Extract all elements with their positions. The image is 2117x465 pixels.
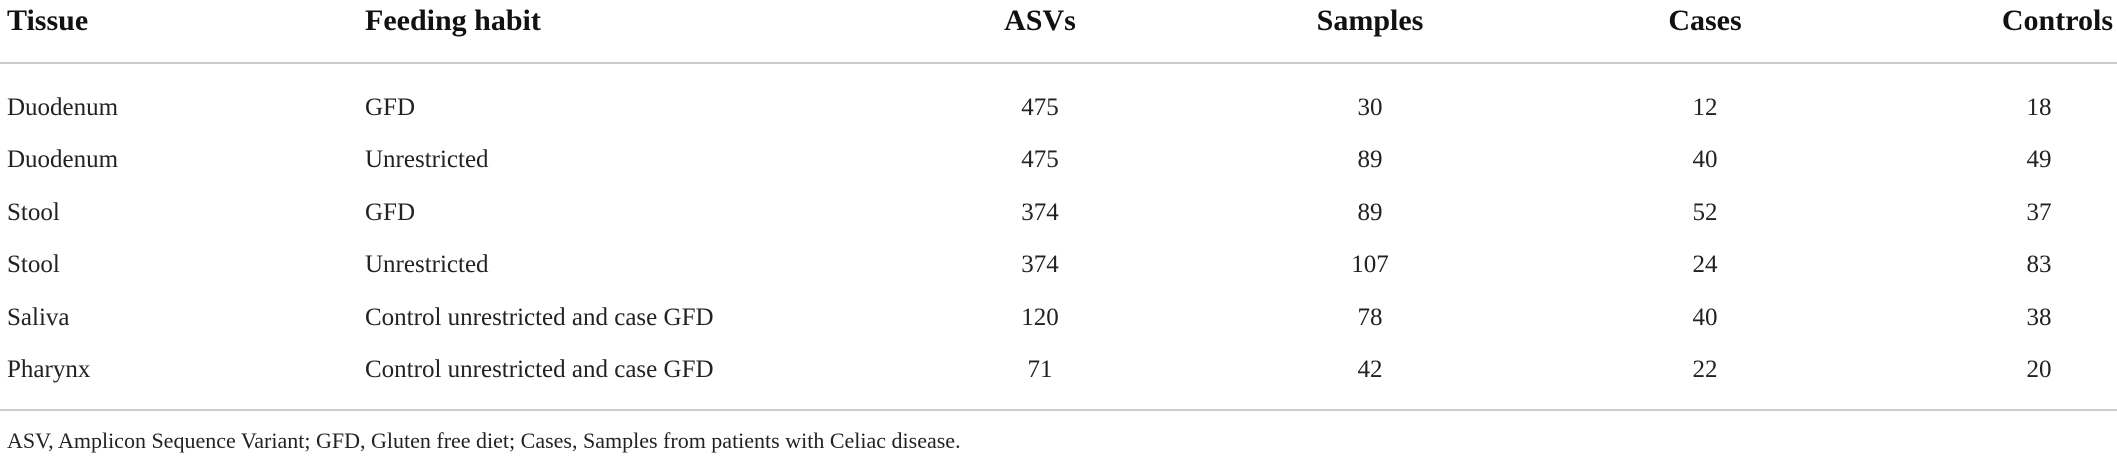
- bottom-rule: [0, 409, 2117, 411]
- table-cell: Unrestricted: [365, 251, 489, 278]
- table-cell: 89: [1357, 146, 1383, 173]
- footnote: ASV, Amplicon Sequence Variant; GFD, Glu…: [7, 428, 961, 453]
- table-cell: Stool: [7, 199, 60, 226]
- table-cell: 20: [2026, 356, 2052, 383]
- table-cell: Stool: [7, 251, 60, 278]
- table-cell: 78: [1357, 304, 1383, 331]
- table-cell: GFD: [365, 199, 416, 226]
- table-cell: 120: [1021, 304, 1059, 331]
- table-cell: Control unrestricted and case GFD: [365, 304, 714, 331]
- table-cell: 475: [1021, 146, 1059, 173]
- table-cell: 374: [1021, 251, 1059, 278]
- table-cell: 30: [1357, 94, 1383, 121]
- table-cell: 107: [1351, 251, 1389, 278]
- header-rule: [0, 62, 2117, 64]
- table-cell: 42: [1357, 356, 1383, 383]
- table-cell: 89: [1357, 199, 1383, 226]
- table-cell: Unrestricted: [365, 146, 489, 173]
- column-header: Controls: [2001, 4, 2113, 37]
- table-cell: 40: [1692, 304, 1718, 331]
- table-cell: Duodenum: [7, 146, 119, 173]
- table-cell: Duodenum: [7, 94, 119, 121]
- table-cell: Saliva: [7, 304, 70, 331]
- table-cell: 24: [1692, 251, 1718, 278]
- table-cell: 12: [1692, 94, 1718, 121]
- column-header: Tissue: [7, 4, 89, 37]
- table-cell: 83: [2026, 251, 2052, 278]
- column-header: ASVs: [1004, 4, 1076, 37]
- table-cell: Pharynx: [7, 356, 91, 383]
- table-cell: 52: [1692, 199, 1718, 226]
- column-header: Cases: [1668, 4, 1742, 37]
- table-cell: GFD: [365, 94, 416, 121]
- table-cell: 49: [2026, 146, 2052, 173]
- table-cell: 475: [1021, 94, 1059, 121]
- column-header: Feeding habit: [365, 4, 541, 37]
- table-cell: 38: [2026, 304, 2052, 331]
- table-cell: Control unrestricted and case GFD: [365, 356, 714, 383]
- table-cell: 18: [2026, 94, 2052, 121]
- table-cell: 374: [1021, 199, 1059, 226]
- table-cell: 71: [1027, 356, 1053, 383]
- table-cell: 37: [2026, 199, 2052, 226]
- column-header: Samples: [1316, 4, 1424, 37]
- table-cell: 22: [1692, 356, 1718, 383]
- table-cell: 40: [1692, 146, 1718, 173]
